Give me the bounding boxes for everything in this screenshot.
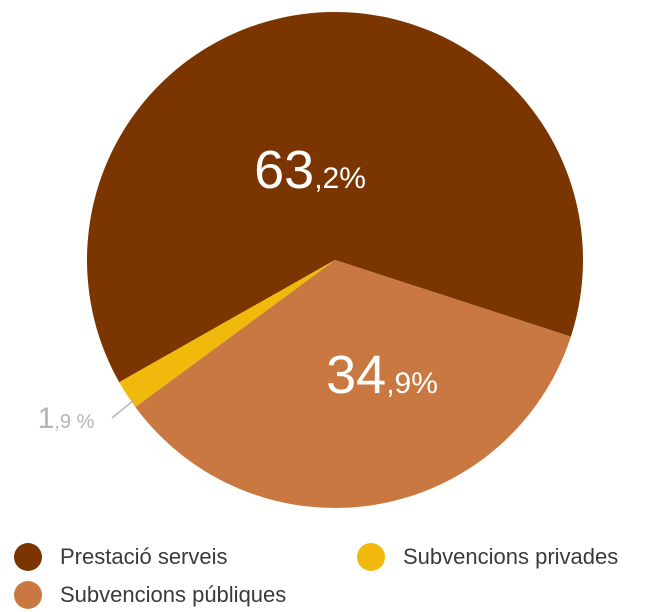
pie-slice-subvencions-p-bliques bbox=[135, 260, 571, 508]
data-label: 63,2% bbox=[254, 140, 366, 200]
legend-label: Subvencions públiques bbox=[60, 582, 287, 607]
data-label: 1,9 % bbox=[38, 402, 95, 435]
legend-label: Prestació serveis bbox=[60, 544, 228, 569]
legend-item-prestacio-serveis: Prestació serveis bbox=[14, 540, 228, 574]
leader-line bbox=[111, 399, 135, 419]
pie-slice-subvencions-privades bbox=[119, 260, 335, 408]
legend-item-subvencions-privades: Subvencions privades bbox=[357, 540, 618, 574]
legend-label: Subvencions privades bbox=[403, 544, 619, 569]
pie-slice-prestaci-serveis bbox=[86, 11, 584, 383]
legend-swatch-subvencions-privades bbox=[357, 543, 385, 571]
legend-item-subvencions-publiques: Subvencions públiques bbox=[14, 578, 286, 612]
pie-chart: 63,2% 34,9% 1,9 % bbox=[38, 11, 584, 508]
data-label: 34,9% bbox=[326, 345, 438, 405]
legend-swatch-prestacio-serveis bbox=[14, 543, 42, 571]
legend: Prestació serveis Subvencions privades S… bbox=[0, 520, 655, 609]
legend-swatch-subvencions-publiques bbox=[14, 581, 42, 609]
